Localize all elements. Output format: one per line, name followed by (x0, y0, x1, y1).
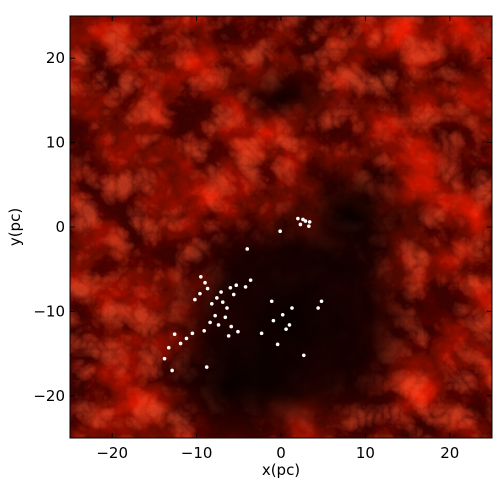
star-point (229, 324, 234, 329)
star-point (213, 313, 217, 318)
star-point (236, 329, 240, 334)
star-point (216, 323, 221, 327)
plot-area (70, 16, 492, 438)
star-point (193, 297, 197, 302)
star-point (199, 274, 203, 279)
star-point (172, 332, 177, 336)
star-point (223, 315, 228, 320)
star-point (245, 247, 250, 251)
star-point (303, 219, 308, 223)
y-tick-label: 0 (55, 218, 65, 236)
star-point (178, 341, 183, 346)
star-point (203, 280, 207, 285)
star-point (205, 286, 210, 291)
star-point (248, 278, 253, 282)
star-point (204, 365, 209, 369)
x-tick-label: 20 (440, 444, 459, 462)
star-point (215, 296, 219, 300)
star-point (202, 329, 206, 333)
star-point (296, 216, 300, 221)
star-point (166, 345, 171, 350)
y-tick-label: −10 (33, 302, 65, 320)
upper-cavity (260, 145, 440, 285)
star-particles (162, 216, 324, 373)
star-point (208, 320, 212, 325)
star-point (225, 306, 229, 310)
star-point (290, 306, 294, 310)
star-point (271, 318, 276, 323)
star-point (184, 336, 189, 341)
x-tick-label: 0 (276, 444, 286, 462)
star-point (301, 217, 305, 222)
star-point (259, 331, 264, 336)
x-axis-label: x(pc) (262, 461, 300, 479)
y-axis-ticks: −20 −10 0 10 20 (33, 49, 492, 405)
star-point (278, 229, 282, 234)
star-point (307, 224, 311, 228)
x-axis-ticks: −20 −10 0 10 20 (96, 16, 459, 462)
star-point (298, 222, 303, 227)
star-point (275, 342, 280, 347)
star-point (280, 312, 285, 317)
star-point (307, 220, 312, 224)
lower-cavity (150, 330, 310, 438)
star-point (231, 292, 236, 297)
star-point (190, 331, 195, 336)
star-point (170, 368, 174, 373)
star-point (301, 353, 306, 358)
star-point (219, 290, 223, 294)
star-point (226, 334, 231, 338)
star-point (162, 356, 167, 361)
y-tick-label: 20 (46, 49, 65, 67)
y-tick-label: −20 (33, 387, 65, 405)
x-tick-label: 10 (356, 444, 375, 462)
star-point (319, 299, 324, 304)
star-point (198, 291, 202, 296)
star-point (234, 283, 239, 288)
star-point (269, 299, 274, 304)
star-point (209, 302, 214, 306)
star-point (220, 300, 225, 304)
y-tick-label: 10 (46, 134, 65, 152)
x-tick-label: −20 (96, 444, 128, 462)
star-point (316, 306, 320, 310)
x-tick-label: −10 (181, 444, 213, 462)
star-point (243, 285, 248, 289)
top-cavity (230, 55, 340, 135)
star-point (287, 323, 292, 327)
y-axis-label: y(pc) (6, 208, 24, 246)
star-point (228, 285, 233, 290)
star-point (284, 327, 288, 331)
